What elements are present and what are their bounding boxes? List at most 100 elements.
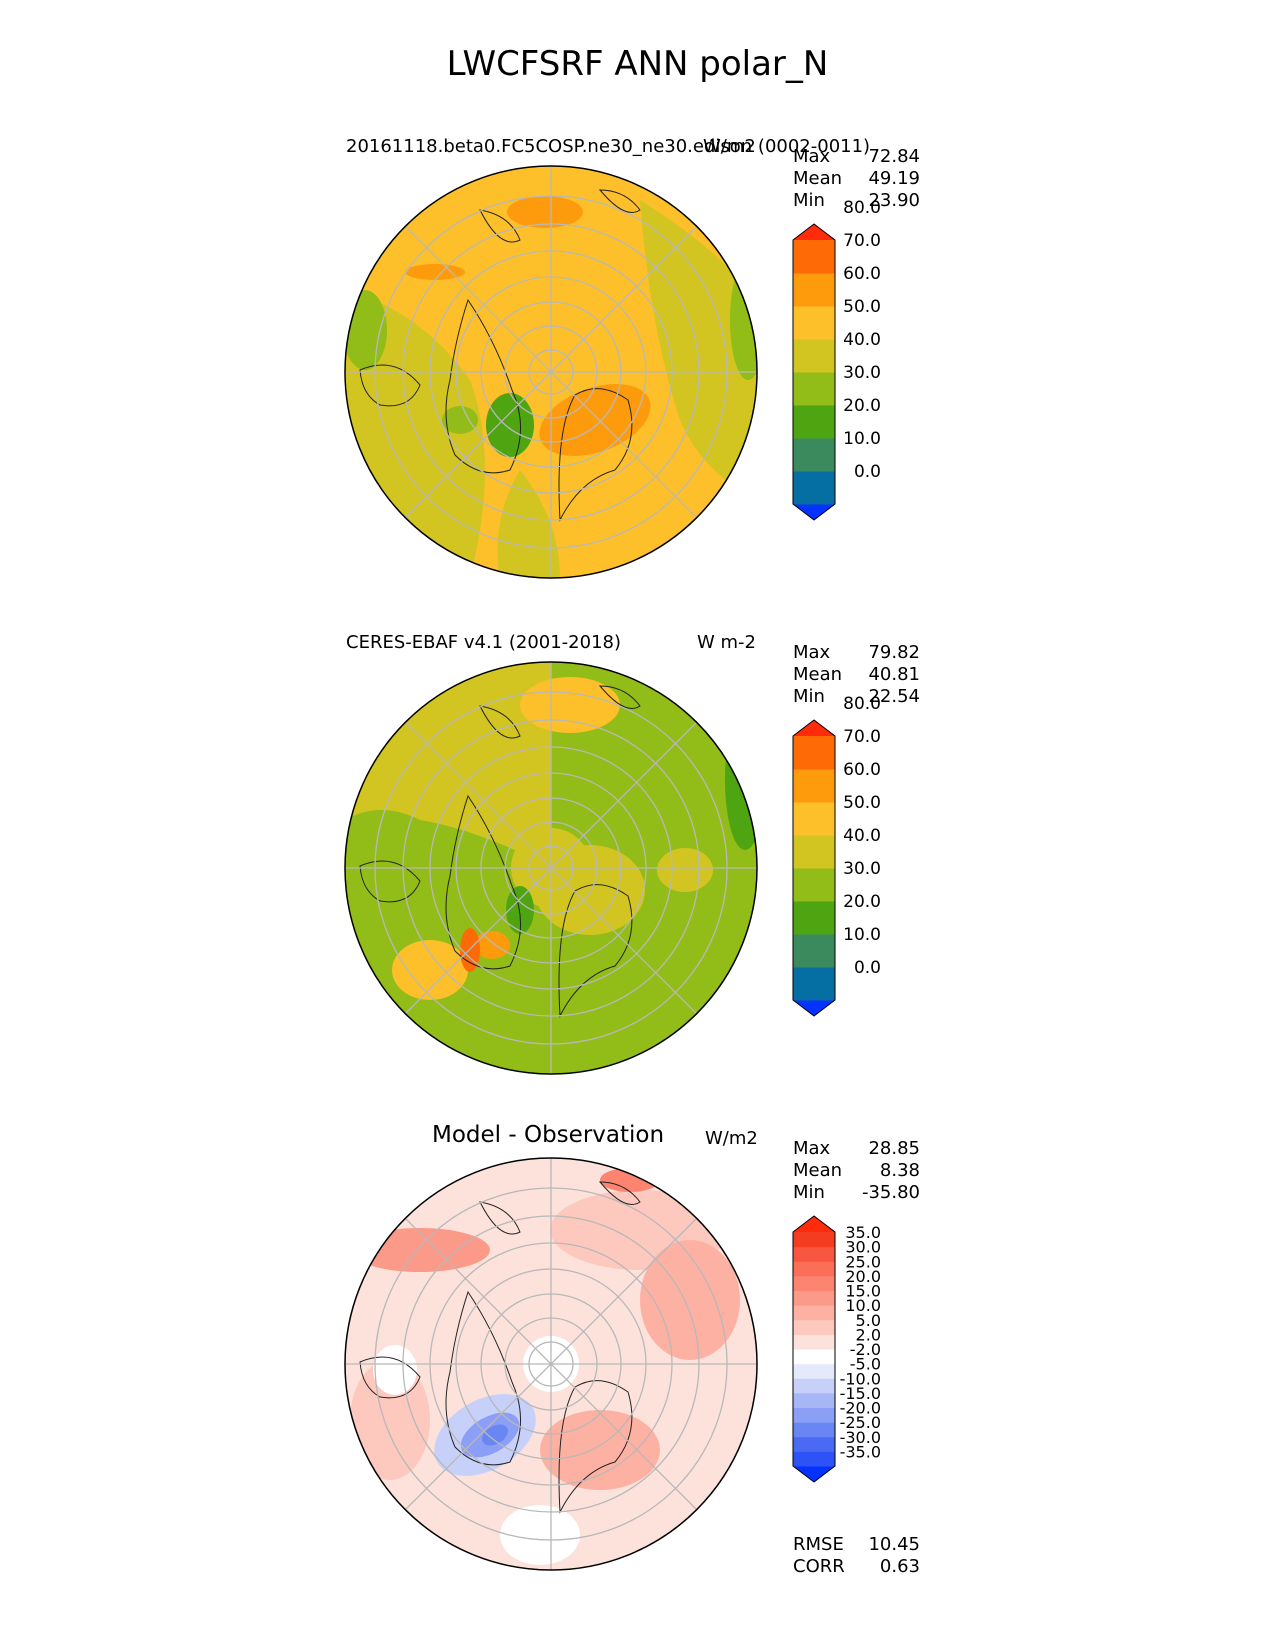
panel-1-map — [344, 165, 758, 579]
panel-2-map-boundary — [344, 661, 758, 1075]
colorbar-segment — [793, 967, 835, 1001]
colorbar-tick-label: 15.0 — [845, 1282, 881, 1301]
panel-2-max-label: Max — [793, 642, 831, 663]
panel-1-map-boundary — [344, 165, 758, 579]
colorbar-segment — [793, 273, 835, 307]
colorbar-tick-label: 70.0 — [843, 231, 881, 251]
colorbar-segment — [793, 1290, 835, 1306]
panel-3-colorbar: -35.0-30.0-25.0-20.0-15.0-10.0-5.0-2.02.… — [792, 1215, 881, 1483]
panel-1-mean-value: 49.19 — [868, 168, 920, 189]
panel-1-graticule — [345, 166, 757, 578]
colorbar-segment — [793, 1392, 835, 1408]
colorbar-outline — [792, 719, 836, 1017]
panel-1-mean-label: Mean — [793, 168, 843, 189]
colorbar-tick-label: 20.0 — [843, 892, 881, 912]
colorbar-outline — [792, 223, 836, 521]
colorbar-tick-label: 60.0 — [843, 264, 881, 284]
colorbar-tick-label: -2.0 — [850, 1340, 881, 1359]
colorbar-segment — [793, 1232, 835, 1248]
colorbar-segment — [793, 1407, 835, 1423]
colorbar-segment — [793, 1349, 835, 1365]
colorbar-tick-label: 20.0 — [843, 396, 881, 416]
colorbar-tick-label: 60.0 — [843, 760, 881, 780]
colorbar-segment — [793, 1319, 835, 1335]
colorbar-outline — [792, 1215, 836, 1483]
colorbar-tick-label: -25.0 — [840, 1413, 881, 1432]
colorbar-tick-label: 40.0 — [843, 826, 881, 846]
colorbar-tick-label: -15.0 — [840, 1384, 881, 1403]
colorbar-segment — [793, 835, 835, 869]
panel-1-min-label: Min — [793, 190, 825, 211]
panel-3-min-value: -35.80 — [861, 1182, 920, 1203]
colorbar-segment — [793, 405, 835, 439]
panel-3-units: W/m2 — [705, 1128, 758, 1149]
panel-2-title: CERES-EBAF v4.1 (2001-2018) — [346, 632, 622, 653]
colorbar-segment — [793, 1305, 835, 1321]
colorbar-tick-label: 30.0 — [843, 363, 881, 383]
figure-title: LWCFSRF ANN polar_N — [446, 44, 829, 84]
panel-2-mean-value: 40.81 — [868, 664, 920, 685]
colorbar-segment — [793, 736, 835, 770]
colorbar-tick-label: 50.0 — [843, 297, 881, 317]
colorbar-tick-label: 30.0 — [843, 859, 881, 879]
colorbar-segment — [793, 438, 835, 472]
colorbar-segment — [793, 1436, 835, 1452]
colorbar-tick-label: 0.0 — [854, 462, 881, 482]
colorbar-extension-max — [793, 720, 835, 736]
panel-3-max-label: Max — [793, 1138, 831, 1159]
colorbar-tick-label: 40.0 — [843, 330, 881, 350]
panel-3-title: Model - Observation — [432, 1122, 665, 1148]
colorbar-segment — [793, 769, 835, 803]
colorbar-tick-label: 10.0 — [843, 429, 881, 449]
panel-2-min-label: Min — [793, 686, 825, 707]
panel-3-rmse-value: 10.45 — [868, 1534, 920, 1555]
colorbar-segment — [793, 1261, 835, 1277]
colorbar-segment — [793, 306, 835, 340]
colorbar-tick-label: 2.0 — [856, 1325, 881, 1344]
panel-2-mean-label: Mean — [793, 664, 843, 685]
panel-3-max-value: 28.85 — [868, 1138, 920, 1159]
colorbar-tick-label: 20.0 — [845, 1267, 881, 1286]
colorbar-tick-label: 70.0 — [843, 727, 881, 747]
colorbar-segment — [793, 240, 835, 274]
colorbar-segment — [793, 1275, 835, 1291]
colorbar-extension-max — [793, 1216, 835, 1232]
colorbar-segment — [793, 471, 835, 505]
colorbar-segment — [793, 901, 835, 935]
colorbar-tick-label: 50.0 — [843, 793, 881, 813]
colorbar-tick-label: 5.0 — [856, 1311, 881, 1330]
colorbar-tick-label: 30.0 — [845, 1238, 881, 1257]
colorbar-tick-label: 80.0 — [843, 198, 881, 218]
panel-3-min-label: Min — [793, 1182, 825, 1203]
panel-2-coastlines — [359, 685, 641, 1018]
colorbar-extension-min — [793, 1466, 835, 1482]
panel-1-colorbar: 0.0 10.0 20.0 30.0 40.0 50.0 60.0 70.0 80.0 — [792, 198, 881, 521]
colorbar-tick-label: -5.0 — [850, 1355, 881, 1374]
panel-1-units: W/m2 — [703, 136, 756, 157]
colorbar-segment — [793, 802, 835, 836]
colorbar-segment — [793, 934, 835, 968]
panel-3-map — [344, 1157, 758, 1571]
colorbar-extension-max — [793, 224, 835, 240]
panel-2-map — [344, 661, 758, 1075]
colorbar-tick-label: 10.0 — [843, 925, 881, 945]
colorbar-tick-label: 80.0 — [843, 694, 881, 714]
panel-3-map-boundary — [344, 1157, 758, 1571]
panel-1-title: 20161118.beta0.FC5COSP.ne30_ne30.edison … — [346, 136, 871, 157]
colorbar-segment — [793, 1422, 835, 1438]
colorbar-tick-label: 25.0 — [845, 1252, 881, 1271]
colorbar-tick-label: 0.0 — [854, 958, 881, 978]
colorbar-segment — [793, 372, 835, 406]
colorbar-extension-min — [793, 504, 835, 520]
panel-2-units: W m-2 — [697, 632, 757, 653]
colorbar-tick-label: -35.0 — [840, 1442, 881, 1461]
colorbar-segment — [793, 1363, 835, 1379]
panel-3-rmse-label: RMSE — [793, 1534, 844, 1555]
panel-3-graticule — [345, 1158, 757, 1570]
colorbar-tick-label: 35.0 — [845, 1223, 881, 1242]
colorbar-tick-label: 10.0 — [845, 1296, 881, 1315]
panel-2-colorbar: 0.0 10.0 20.0 30.0 40.0 50.0 60.0 70.0 80.0 — [792, 694, 881, 1017]
panel-2-max-value: 79.82 — [868, 642, 920, 663]
colorbar-tick-label: -30.0 — [840, 1428, 881, 1447]
colorbar-segment — [793, 1451, 835, 1467]
